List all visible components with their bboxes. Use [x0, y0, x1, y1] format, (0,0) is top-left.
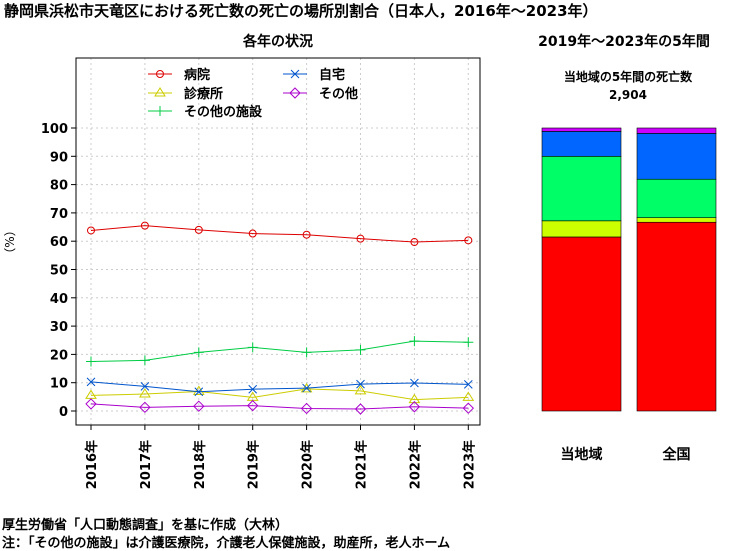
legend-marker	[154, 87, 166, 97]
bar-chart-subtitle: 当地域の5年間の死亡数	[564, 69, 693, 84]
bar-segment	[541, 131, 622, 157]
legend-marker	[290, 69, 300, 79]
footnote: 注：「その他の施設」は介護医療院，介護老人保健施設，助産所，老人ホーム	[2, 536, 451, 551]
data-point	[410, 378, 419, 388]
bar-segment	[636, 217, 717, 223]
x-tick-label: 2021年	[354, 440, 370, 489]
data-point	[463, 380, 473, 389]
data-point	[354, 384, 367, 395]
data-point	[464, 236, 473, 245]
bar-segment	[636, 127, 717, 134]
data-point	[356, 234, 365, 243]
data-point	[194, 225, 203, 234]
data-point	[463, 337, 474, 348]
y-tick-label: 100	[41, 122, 68, 137]
bar-segment	[636, 221, 717, 412]
data-point	[354, 403, 367, 415]
legend-label: 診療所	[184, 86, 223, 102]
data-point	[300, 402, 313, 415]
x-tick-label: 2016年	[84, 440, 100, 489]
y-tick-label: 90	[50, 150, 68, 165]
data-point	[193, 400, 205, 412]
data-point	[301, 347, 312, 358]
y-tick-label: 20	[50, 348, 68, 363]
legend-label: 自宅	[319, 67, 345, 83]
y-tick-label: 0	[59, 405, 68, 420]
data-point	[140, 221, 149, 230]
y-tick-label: 30	[50, 320, 68, 335]
series-line-4	[90, 381, 469, 393]
data-point	[86, 377, 96, 387]
data-point	[248, 384, 258, 394]
legend-label: その他	[319, 86, 358, 102]
y-tick-label: 50	[50, 264, 68, 279]
data-point	[193, 347, 204, 358]
data-point	[139, 401, 151, 414]
series-line-2	[90, 388, 469, 401]
bar-chart-subtitle-value: 2,904	[609, 88, 647, 102]
data-point	[462, 391, 475, 401]
series-line-5	[90, 403, 469, 410]
bar-category-label: 全国	[662, 446, 691, 463]
y-tick-label: 60	[50, 235, 68, 250]
data-point	[85, 398, 97, 410]
y-tick-label: 70	[50, 207, 68, 222]
bar-segment	[541, 127, 622, 132]
series-line-1	[90, 225, 469, 243]
data-point	[87, 226, 95, 235]
y-tick-label: 80	[50, 179, 68, 194]
x-tick-label: 2018年	[192, 440, 208, 489]
legend-marker	[289, 87, 301, 99]
main-title: 静岡県浜松市天竜区における死亡数の死亡の場所別割合（日本人，2016年〜2023…	[4, 2, 598, 20]
data-point	[356, 379, 365, 389]
x-tick-label: 2019年	[246, 440, 262, 489]
data-point	[192, 385, 205, 395]
bar-category-label: 当地域	[561, 446, 603, 463]
data-point	[246, 399, 259, 412]
x-tick-label: 2023年	[461, 440, 477, 489]
data-point	[302, 230, 311, 239]
data-point	[247, 342, 258, 353]
bar-segment	[636, 133, 717, 180]
y-tick-label: 40	[50, 292, 68, 307]
data-point	[355, 344, 366, 355]
legend-marker	[156, 70, 164, 78]
data-point	[139, 355, 150, 366]
bar-segment	[541, 156, 622, 222]
data-point	[140, 382, 150, 391]
line-chart-title: 各年の状況	[242, 33, 313, 50]
x-tick-label: 2022年	[407, 440, 423, 489]
data-point	[248, 229, 257, 238]
bar-segment	[541, 220, 622, 238]
y-axis-label: （%）	[3, 224, 17, 259]
data-point	[409, 336, 420, 347]
bar-segment	[636, 178, 717, 219]
data-point	[410, 238, 419, 247]
legend-marker	[155, 106, 165, 116]
data-point	[302, 383, 311, 393]
source-note: 厚生労働省「人口動態調査」を基に作成（大林）	[2, 518, 289, 533]
bar-segment	[541, 236, 622, 412]
x-tick-label: 2017年	[138, 440, 154, 489]
data-point	[86, 356, 96, 367]
x-tick-label: 2020年	[300, 440, 316, 489]
legend-label: その他の施設	[184, 104, 263, 120]
data-point	[408, 393, 421, 404]
data-point	[408, 401, 421, 413]
data-point	[462, 402, 475, 414]
y-tick-label: 10	[50, 377, 68, 392]
legend-label: 病院	[184, 67, 210, 83]
series-line-3	[90, 340, 469, 362]
bar-chart-title: 2019年〜2023年の5年間	[538, 33, 710, 50]
data-point	[194, 387, 204, 397]
data-point	[138, 388, 151, 398]
